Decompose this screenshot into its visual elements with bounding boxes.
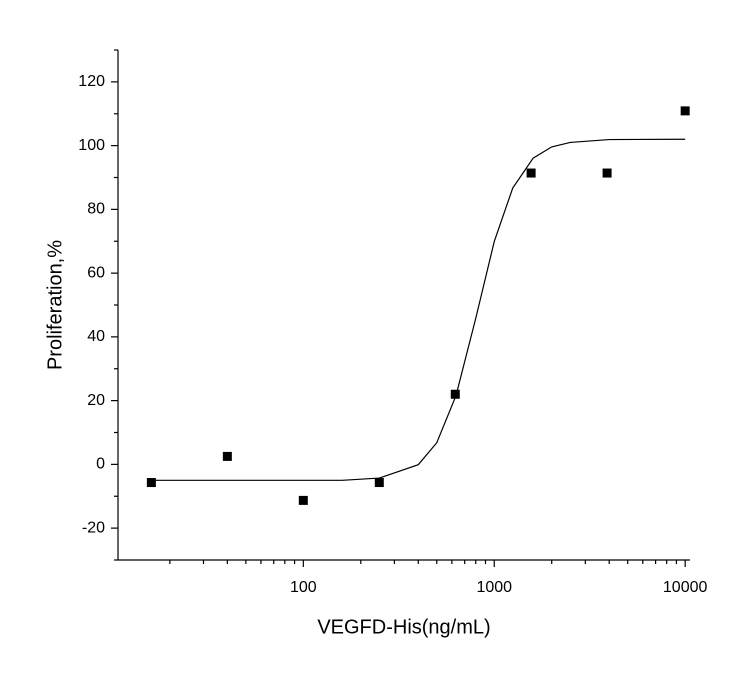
data-point: [526, 168, 536, 178]
y-tick-label: 0: [96, 456, 105, 473]
x-tick-label: 10000: [663, 579, 708, 596]
x-tick-label: 1000: [476, 579, 512, 596]
data-point: [680, 106, 690, 116]
x-tick-label: 100: [290, 579, 317, 596]
y-tick-label: 80: [87, 201, 105, 218]
y-tick-label: 40: [87, 328, 105, 345]
y-axis-title: Proliferation,%: [44, 240, 66, 370]
y-tick-label: 20: [87, 392, 105, 409]
data-point: [298, 495, 308, 505]
y-tick-label: 120: [78, 73, 105, 90]
y-tick-label: -20: [82, 519, 105, 536]
data-point: [146, 478, 156, 488]
fit-curve: [151, 138, 686, 481]
y-tick-label: 100: [78, 137, 105, 154]
data-point: [374, 478, 384, 488]
x-axis-title: VEGFD-His(ng/mL): [317, 616, 490, 638]
data-point: [222, 451, 232, 461]
data-point: [450, 389, 460, 399]
y-tick-label: 60: [87, 264, 105, 281]
data-point: [602, 168, 612, 178]
